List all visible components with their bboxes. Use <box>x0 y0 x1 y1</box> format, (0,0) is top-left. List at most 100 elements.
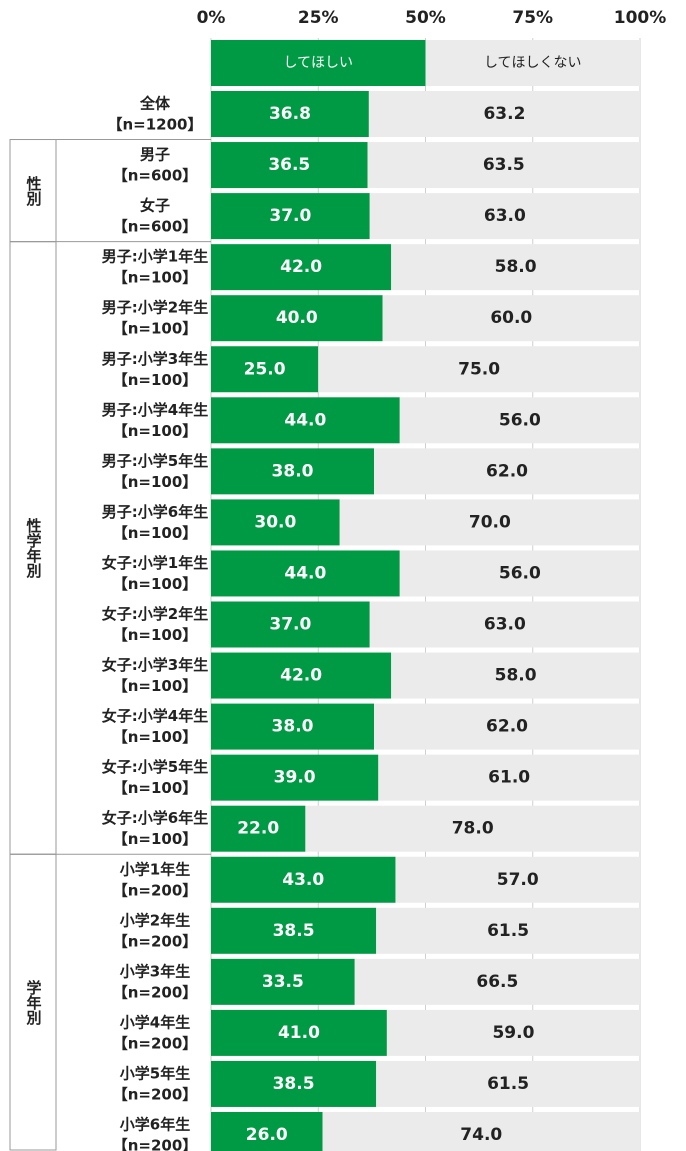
category-label: 【n=200】 <box>113 932 198 950</box>
group-label: 性学年別 <box>25 517 43 579</box>
value-label: 61.5 <box>487 1074 529 1094</box>
bar-segment <box>211 1112 323 1151</box>
bar-segment <box>211 652 392 699</box>
bar-segment <box>211 346 319 393</box>
category-label: 全体 <box>139 95 171 113</box>
bar-segment <box>211 754 379 801</box>
bar-segment <box>211 295 383 342</box>
category-label: 男子:小学5年生 <box>102 452 208 470</box>
category-label: 【n=200】 <box>113 983 198 1001</box>
category-label: 女子:小学3年生 <box>102 656 208 674</box>
category-label: 男子 <box>140 146 170 164</box>
value-label: 78.0 <box>452 819 494 839</box>
legend-swatch <box>211 40 426 86</box>
bar-segment <box>211 856 396 903</box>
x-tick-label: 0% <box>197 8 226 28</box>
bar-segment <box>376 1060 640 1107</box>
category-label: 【n=100】 <box>113 575 198 593</box>
value-label: 56.0 <box>499 410 541 430</box>
bar-segment <box>211 1060 377 1107</box>
bar-segment <box>211 703 375 750</box>
bar-segment <box>399 397 640 444</box>
category-label: 【n=600】 <box>113 167 198 185</box>
bar-segment <box>211 958 355 1005</box>
bar-segment <box>211 601 370 648</box>
category-label: 男子:小学6年生 <box>102 503 208 521</box>
value-label: 36.5 <box>268 155 310 175</box>
bar-segment <box>211 244 392 291</box>
bar-segment <box>368 91 640 137</box>
bar-segment <box>395 856 640 903</box>
value-label: 58.0 <box>495 257 537 277</box>
category-label: 女子 <box>140 197 170 215</box>
value-label: 38.0 <box>272 717 314 737</box>
category-label: 男子:小学4年生 <box>102 401 208 419</box>
bar-segment <box>376 907 640 954</box>
value-label: 33.5 <box>262 972 304 992</box>
legend-label: してほしくない <box>484 55 582 71</box>
bar-segment <box>382 295 640 342</box>
value-label: 44.0 <box>284 563 326 583</box>
group-label: 学年別 <box>25 979 43 1026</box>
bar-segment <box>211 499 340 546</box>
category-label: 女子:小学6年生 <box>102 809 208 827</box>
category-label: 【n=100】 <box>113 473 198 491</box>
value-label: 61.0 <box>488 768 530 788</box>
category-label: 【n=100】 <box>113 269 198 287</box>
value-label: 38.0 <box>272 461 314 481</box>
category-label: 【n=100】 <box>113 320 198 338</box>
value-label: 63.5 <box>483 155 525 175</box>
category-label: 小学2年生 <box>120 911 190 929</box>
category-label: 女子:小学4年生 <box>102 707 208 725</box>
category-label: 【n=1200】 <box>108 116 203 134</box>
value-label: 62.0 <box>486 461 528 481</box>
category-label: 男子:小学3年生 <box>102 350 208 368</box>
category-label: 【n=200】 <box>113 881 198 899</box>
bar-segment <box>318 346 640 393</box>
category-label: 【n=100】 <box>113 626 198 644</box>
bar-segment <box>369 601 640 648</box>
category-label: 【n=200】 <box>113 1085 198 1103</box>
x-tick-label: 25% <box>298 8 339 28</box>
bar-segment <box>386 1009 640 1056</box>
value-label: 22.0 <box>237 819 279 839</box>
value-label: 40.0 <box>276 308 318 328</box>
legend-label: してほしい <box>283 55 353 71</box>
value-label: 61.5 <box>487 921 529 941</box>
category-label: 【n=200】 <box>113 1137 198 1151</box>
category-label: 女子:小学2年生 <box>102 605 208 623</box>
value-label: 37.0 <box>269 206 311 226</box>
x-tick-label: 100% <box>614 8 667 28</box>
value-label: 66.5 <box>476 972 518 992</box>
bar-segment <box>211 193 370 240</box>
value-label: 44.0 <box>284 410 326 430</box>
value-label: 36.8 <box>269 104 311 124</box>
category-label: 【n=200】 <box>113 1034 198 1052</box>
category-label: 女子:小学1年生 <box>102 554 208 572</box>
value-label: 74.0 <box>460 1125 502 1145</box>
value-label: 43.0 <box>282 870 324 890</box>
category-label: 【n=100】 <box>113 830 198 848</box>
value-label: 38.5 <box>273 1074 315 1094</box>
category-label: 【n=100】 <box>113 779 198 797</box>
value-label: 38.5 <box>273 921 315 941</box>
bar-segment <box>374 448 640 495</box>
group-box <box>9 853 57 1151</box>
bar-segment <box>305 805 640 852</box>
category-label: 小学5年生 <box>120 1064 190 1082</box>
bar-segment <box>211 91 369 137</box>
value-label: 42.0 <box>280 666 322 686</box>
bar-segment <box>399 550 640 597</box>
value-label: 56.0 <box>499 563 541 583</box>
group-label: 性別 <box>25 175 43 207</box>
category-label: 【n=100】 <box>113 728 198 746</box>
value-label: 70.0 <box>469 512 511 532</box>
bar-segment <box>391 244 640 291</box>
category-label: 小学4年生 <box>120 1013 190 1031</box>
bar-segment <box>211 907 377 954</box>
bar-segment <box>211 142 368 189</box>
bar-segment <box>211 397 400 444</box>
value-label: 25.0 <box>244 359 286 379</box>
bar-segment <box>339 499 640 546</box>
